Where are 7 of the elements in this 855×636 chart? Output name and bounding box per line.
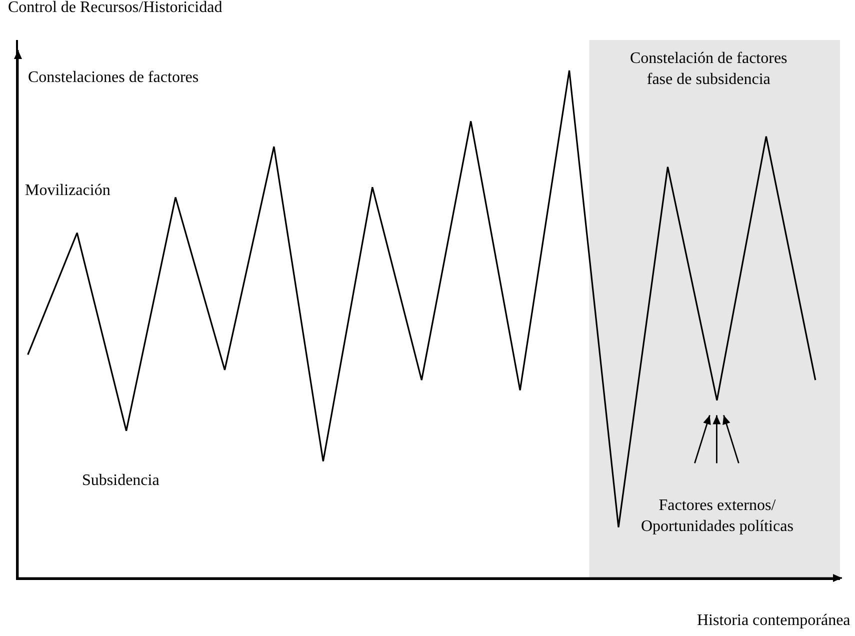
x-axis-title: Historia contemporánea <box>697 612 850 629</box>
annotation: Constelación de factores fase de subsidencia <box>630 50 788 88</box>
annotation: Factores externos/ Oportunidades políticas <box>641 497 794 535</box>
y-axis-title: Control de Recursos/Historicidad <box>8 0 222 16</box>
annotation: Constelaciones de factores <box>28 69 199 86</box>
annotation: Movilización <box>25 182 110 199</box>
annotation: Subsidencia <box>82 472 160 489</box>
